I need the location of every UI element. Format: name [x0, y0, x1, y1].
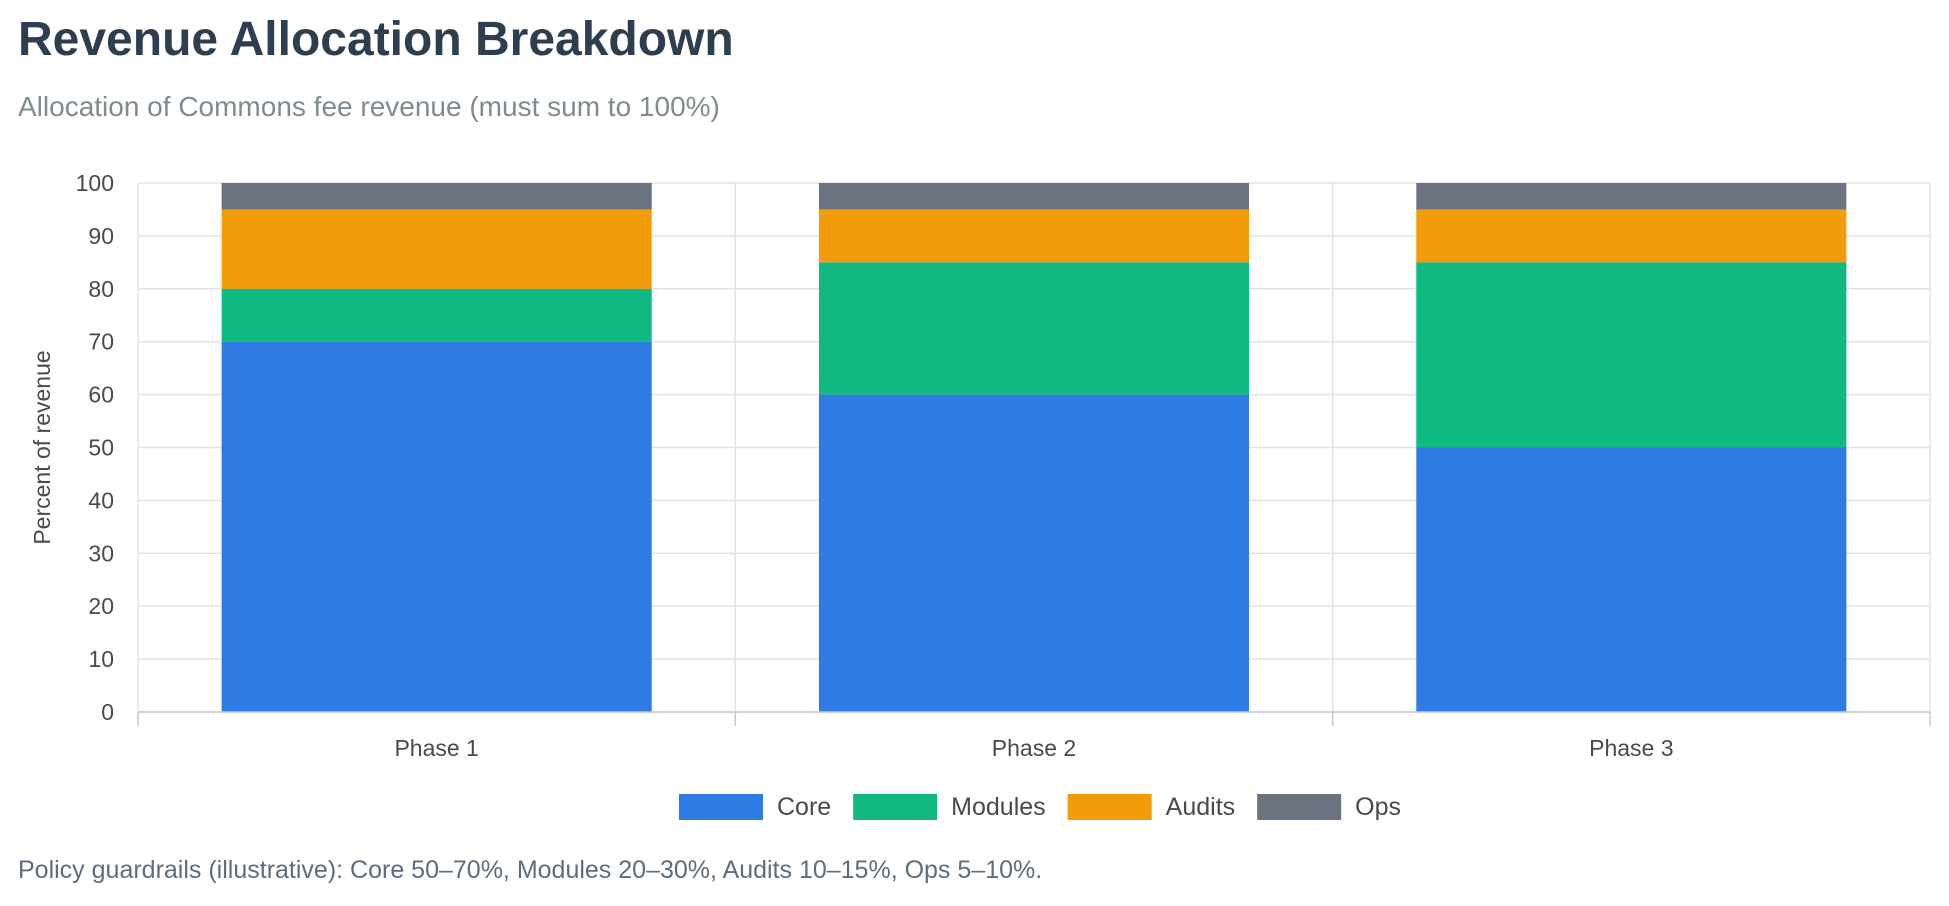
legend: Core Modules Audits Ops [678, 793, 1401, 821]
bar-modules-phase-2 [818, 262, 1250, 395]
bars [221, 183, 1847, 712]
bar-audits-phase-3 [1416, 209, 1847, 263]
y-tick-label: 40 [88, 487, 114, 513]
bar-audits-phase-1 [221, 209, 652, 289]
y-tick-label: 50 [88, 435, 114, 461]
legend-swatch-core [678, 794, 763, 820]
policy-footnote: Policy guardrails (illustrative): Core 5… [18, 856, 1043, 884]
y-tick-label: 100 [76, 170, 114, 196]
legend-label-modules: Modules [951, 793, 1046, 821]
y-axis-label: Percent of revenue [29, 350, 55, 544]
bar-ops-phase-2 [818, 183, 1250, 210]
legend-label-ops: Ops [1355, 793, 1401, 821]
stacked-bar-chart: 0 10 20 30 40 50 60 70 80 90 100 Phase 1 Phase 2 Phas… [29, 170, 1931, 821]
legend-label-core: Core [777, 793, 831, 821]
chart-title: Revenue Allocation Breakdown [18, 13, 734, 66]
x-tick-label: Phase 1 [394, 735, 478, 761]
bar-audits-phase-2 [818, 209, 1250, 263]
y-tick-label: 0 [101, 699, 114, 725]
bar-core-phase-1 [221, 341, 652, 712]
axes: 0 10 20 30 40 50 60 70 80 90 100 Phase 1 Phase 2 Phas… [29, 170, 1931, 761]
chart-subtitle: Allocation of Commons fee revenue (must … [18, 91, 720, 122]
bar-modules-phase-1 [221, 288, 652, 342]
y-tick-label: 80 [88, 276, 114, 302]
x-tick-label: Phase 2 [992, 735, 1076, 761]
bar-core-phase-2 [818, 394, 1250, 712]
bar-modules-phase-3 [1416, 262, 1847, 448]
bar-ops-phase-3 [1416, 183, 1847, 210]
y-tick-label: 60 [88, 382, 114, 408]
legend-label-audits: Audits [1166, 793, 1235, 821]
bar-ops-phase-1 [221, 183, 652, 210]
legend-swatch-ops [1257, 794, 1342, 820]
y-tick-label: 10 [88, 646, 114, 672]
y-tick-label: 20 [88, 593, 114, 619]
bar-core-phase-3 [1416, 447, 1847, 712]
legend-swatch-audits [1067, 794, 1152, 820]
legend-swatch-modules [853, 794, 938, 820]
y-tick-label: 90 [88, 223, 114, 249]
y-tick-label: 70 [88, 329, 114, 355]
x-tick-label: Phase 3 [1589, 735, 1673, 761]
y-tick-label: 30 [88, 540, 114, 566]
